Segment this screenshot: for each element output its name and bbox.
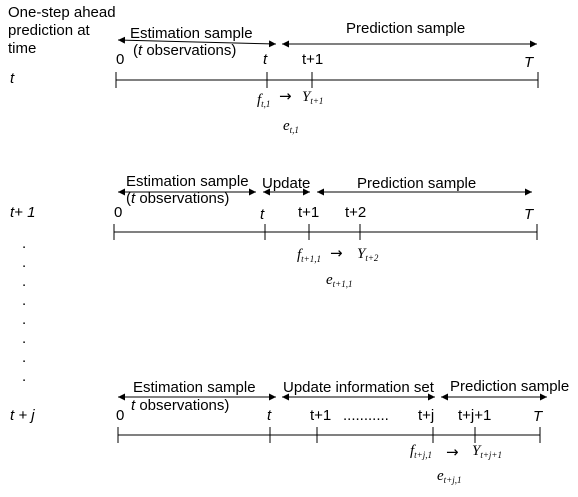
row2-forecast-y: Yt+2 <box>357 246 379 263</box>
row1-tick-T-label: T <box>524 54 535 71</box>
row1-estimation-arrow <box>117 36 277 48</box>
header-line-1: One-step ahead <box>8 4 116 21</box>
header-line-3: time <box>8 40 36 57</box>
row3-error-e: et+j,1 <box>437 468 462 485</box>
row2-estimation-label: Estimation sample <box>126 173 249 190</box>
header-line-2: prediction at <box>8 22 91 39</box>
row1-forecast-y: Yt+1 <box>302 89 323 106</box>
row1-tick-0-label: 0 <box>116 51 124 68</box>
row3-forecast-arrow: → <box>446 443 459 461</box>
row3-estimation-obs: t observations) <box>131 397 229 414</box>
row2-tick-t2-label: t+2 <box>345 204 366 221</box>
ellipsis-dot-5: . <box>22 311 26 328</box>
row3-tick-t1-label: t+1 <box>310 407 331 424</box>
row3-update-label: Update information set <box>283 379 435 396</box>
row3-tick-t-label: t <box>267 407 272 424</box>
row1-forecast-arrow: → <box>279 87 292 105</box>
row3-tick-0-label: 0 <box>116 407 124 424</box>
row1-estimation-obs: (t observations) <box>133 42 236 59</box>
row1-estimation-label: Estimation sample <box>130 25 253 42</box>
row3-tick-dots-label: ........... <box>343 407 389 424</box>
row3-forecast-f: ft+j,1 <box>410 443 432 460</box>
ellipsis-dot-3: . <box>22 273 26 290</box>
row2-prediction-label: Prediction sample <box>357 175 476 192</box>
row2-tick-t1-label: t+1 <box>298 204 319 221</box>
row2-update-label: Update <box>262 175 310 192</box>
row3-prediction-label: Prediction sample <box>450 378 569 395</box>
row3-tick-tj1-label: t+j+1 <box>458 407 491 424</box>
ellipsis-dot-7: . <box>22 349 26 366</box>
row2-time-label: t+ 1 <box>10 204 35 221</box>
row1-tick-t1-label: t+1 <box>302 51 323 68</box>
row3-time-label: t + j <box>10 407 35 424</box>
row3-tick-T-label: T <box>533 408 544 425</box>
row2-tick-t-label: t <box>260 206 265 223</box>
row2-tick-0-label: 0 <box>114 204 122 221</box>
ellipsis-dot-2: . <box>22 254 26 271</box>
row2-estimation-obs: (t observations) <box>126 190 229 207</box>
row1-time-label: t <box>10 70 15 87</box>
ellipsis-dot-4: . <box>22 292 26 309</box>
ellipsis-dot-8: . <box>22 368 26 385</box>
row3-estimation-label: Estimation sample <box>133 379 256 396</box>
ellipsis-dot-1: . <box>22 235 26 252</box>
row2-error-e: et+1,1 <box>326 272 353 289</box>
row2-forecast-f: ft+1,1 <box>297 247 321 264</box>
row2-tick-T-label: T <box>524 206 535 223</box>
row3-tick-tj-label: t+j <box>418 407 434 424</box>
row2-forecast-arrow: → <box>330 244 343 262</box>
row1-error-e: et,1 <box>283 118 299 135</box>
row1-tick-t-label: t <box>263 51 268 68</box>
ellipsis-dot-6: . <box>22 330 26 347</box>
row3-forecast-y: Yt+j+1 <box>472 443 502 460</box>
row1-prediction-label: Prediction sample <box>346 20 465 37</box>
row1-forecast-f: ft,1 <box>257 92 270 109</box>
